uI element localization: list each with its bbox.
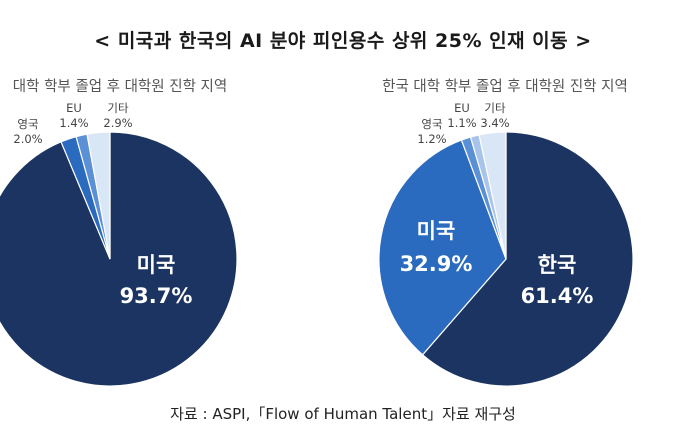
page-title: < 미국과 한국의 AI 분야 피인용수 상위 25% 인재 이동 > [94, 30, 592, 52]
pie-label-1-영국: 영국 [421, 117, 442, 131]
pie-value-1-미국: 32.9% [400, 252, 473, 276]
pie-value-1-영국: 1.2% [417, 132, 446, 146]
pie-value-0-영국: 2.0% [13, 132, 42, 146]
pie-value-0-미국: 93.7% [120, 284, 193, 308]
pie-label-1-한국: 한국 [538, 253, 577, 277]
pie-value-1-기타: 3.4% [480, 116, 509, 130]
pie-subtitle-0: 대학 학부 졸업 후 대학원 진학 지역 [13, 78, 227, 95]
pie-label-0-영국: 영국 [17, 117, 38, 131]
pie-label-1-EU: EU [454, 101, 470, 115]
pie-value-1-한국: 61.4% [521, 284, 594, 308]
pie-label-0-미국: 미국 [137, 253, 176, 277]
pie-slice-0-기타 [86, 131, 111, 260]
pie-slice-1-기타 [478, 131, 507, 260]
pie-label-1-미국: 미국 [417, 219, 456, 243]
pie-subtitle-1: 한국 대학 학부 졸업 후 대학원 진학 지역 [382, 78, 628, 95]
pie-value-1-EU: 1.1% [447, 116, 476, 130]
pie-label-0-기타: 기타 [107, 101, 129, 115]
pie-label-1-기타: 기타 [484, 101, 506, 115]
source-note: 자료 : ASPI,「Flow of Human Talent」자료 재구성 [170, 405, 516, 423]
pie-value-0-EU: 1.4% [59, 116, 88, 130]
pie-value-0-기타: 2.9% [103, 116, 132, 130]
pie-slice-1-한국 [421, 131, 634, 387]
pie-label-0-EU: EU [66, 101, 82, 115]
pie-slice-1-미국 [378, 139, 507, 356]
pie-slice-0-미국 [0, 131, 238, 387]
